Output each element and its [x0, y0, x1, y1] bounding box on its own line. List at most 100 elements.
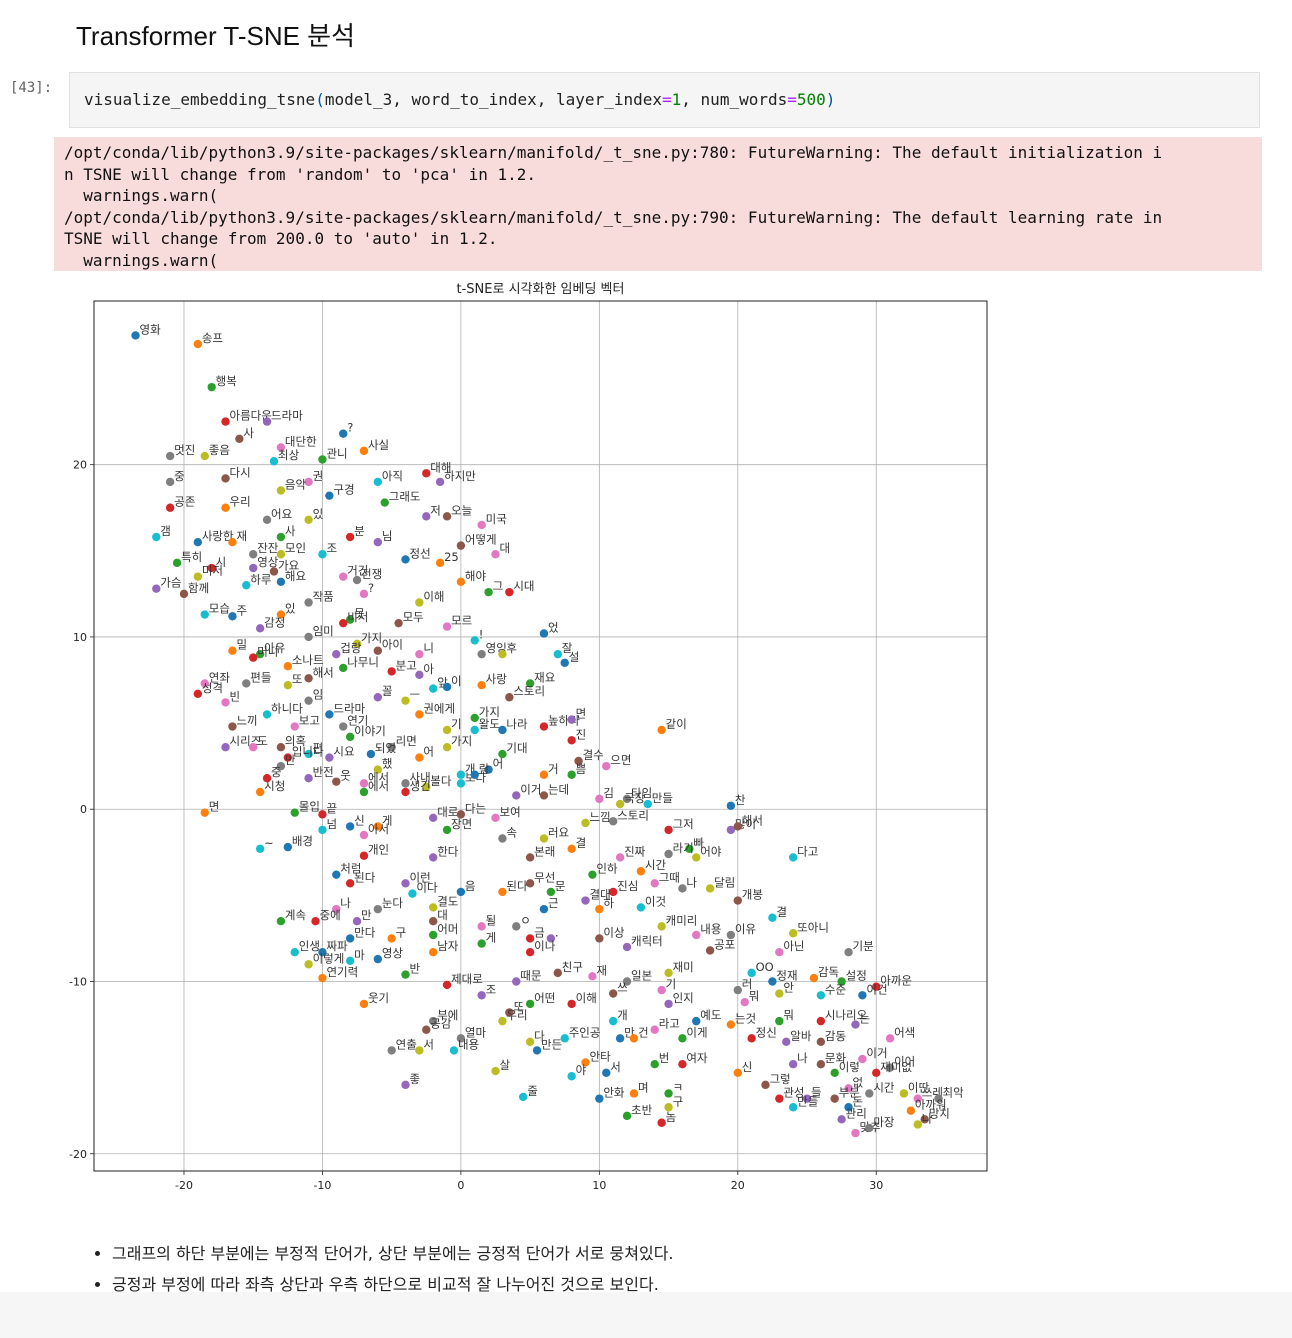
point-label: 미저: [202, 564, 223, 578]
point-label: 무선: [534, 870, 555, 884]
point-label: 저: [430, 503, 441, 517]
data-point: [332, 649, 341, 659]
data-point: [304, 515, 313, 524]
stderr-line: warnings.warn(: [64, 250, 219, 270]
data-point: [678, 1059, 687, 1069]
point-label: 최악: [943, 1086, 965, 1100]
data-point: [470, 713, 479, 723]
data-point: [207, 382, 216, 392]
point-label: 아직: [382, 469, 403, 483]
data-point: [318, 455, 327, 464]
data-point: [422, 469, 431, 478]
point-label: 결수: [583, 748, 604, 762]
point-label: 부에: [437, 1008, 458, 1022]
point-label: 금: [534, 925, 545, 939]
data-point: [782, 1037, 791, 1046]
data-point: [733, 1068, 742, 1078]
data-point: [422, 512, 431, 521]
data-point: [165, 503, 175, 512]
data-point: [276, 610, 286, 619]
data-point: [283, 680, 293, 690]
data-point: [872, 982, 881, 991]
data-point: [242, 581, 251, 590]
data-point: [567, 715, 576, 724]
point-label: 다는: [465, 801, 486, 815]
point-label: 이딴: [908, 1080, 930, 1094]
point-label: 된다: [354, 870, 376, 884]
data-point: [304, 749, 313, 759]
stderr-output: /opt/conda/lib/python3.9/site-packages/s…: [54, 137, 1262, 271]
data-point: [456, 810, 466, 819]
point-label: 멋진: [174, 443, 195, 457]
data-point: [539, 629, 549, 638]
data-point: [332, 870, 341, 879]
data-point: [830, 1068, 839, 1078]
point-label: 연기력: [326, 965, 358, 979]
data-point: [193, 537, 203, 547]
data-point: [193, 689, 203, 698]
point-label: 남자: [437, 939, 459, 953]
point-label: 신: [354, 813, 365, 827]
point-label: 친구: [562, 960, 583, 974]
point-label: 그때: [659, 870, 680, 884]
data-point: [165, 451, 175, 461]
point-label: 진짜: [624, 844, 646, 858]
point-label: 람: [479, 762, 490, 776]
data-point: [415, 598, 424, 607]
data-point: [255, 844, 265, 854]
data-point: [740, 997, 749, 1007]
data-point: [498, 749, 507, 759]
data-point: [775, 989, 784, 998]
data-point: [352, 575, 362, 585]
point-label: 우리: [506, 1008, 527, 1022]
code-arg2: word_to_index: [411, 90, 537, 109]
point-label: 25: [444, 550, 459, 564]
data-point: [664, 1089, 673, 1098]
data-point: [636, 903, 646, 912]
point-label: 비서: [347, 610, 368, 624]
data-point: [401, 879, 410, 888]
data-point: [373, 904, 383, 914]
data-point: [498, 887, 507, 897]
point-label: 라고: [659, 1017, 680, 1031]
point-label: 나: [340, 896, 351, 910]
point-label: 나: [797, 1051, 808, 1065]
point-label: 니: [423, 641, 434, 655]
point-label: 어머: [437, 922, 458, 936]
point-label: 개인: [368, 843, 389, 857]
point-label: 안: [783, 981, 794, 995]
data-point: [692, 930, 701, 940]
data-point: [262, 774, 272, 783]
point-label: 캐미리: [666, 913, 698, 927]
point-label: 이것: [645, 894, 666, 908]
point-label: 다: [534, 1029, 545, 1043]
data-point: [491, 550, 500, 559]
point-label: 면: [576, 707, 587, 721]
point-label: 최상: [278, 448, 300, 462]
data-point: [401, 779, 410, 788]
data-point: [788, 1103, 798, 1112]
point-label: 공존: [174, 495, 195, 509]
point-label: 모습: [209, 602, 230, 616]
code-cell-input[interactable]: visualize_embedding_tsne(model_3, word_t…: [69, 72, 1260, 128]
data-point: [311, 916, 320, 926]
point-label: 겁랑: [340, 641, 362, 655]
data-point: [422, 782, 431, 792]
point-label: 음: [465, 879, 476, 893]
point-label: 정재: [776, 968, 797, 982]
data-point: [788, 929, 798, 938]
point-label: 도: [257, 734, 268, 748]
point-label: 었: [548, 620, 559, 634]
data-point: [422, 1025, 431, 1034]
point-label: 드라마: [271, 409, 303, 423]
point-label: 는데: [548, 782, 569, 796]
data-point: [608, 817, 618, 826]
point-label: 공포: [714, 937, 735, 951]
data-point: [602, 761, 611, 771]
point-label: 안타: [589, 1049, 611, 1063]
data-point: [733, 985, 742, 995]
data-point: [262, 417, 272, 426]
data-point: [553, 968, 563, 978]
point-label: 편들: [250, 670, 271, 684]
point-label: 어: [493, 757, 504, 771]
